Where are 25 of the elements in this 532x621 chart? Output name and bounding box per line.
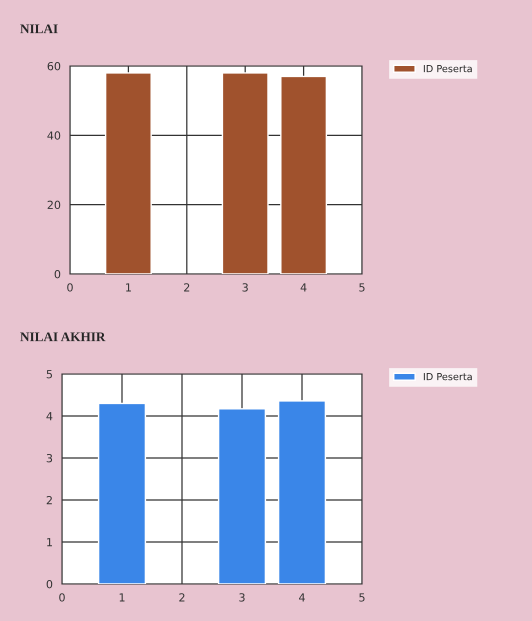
x-tick-label: 5 bbox=[359, 593, 365, 602]
x-tick-label: 2 bbox=[179, 593, 184, 602]
x-tick-label: 0 bbox=[67, 283, 73, 292]
legend-label: ID Peserta bbox=[424, 373, 472, 380]
legend-label: ID Peserta bbox=[424, 65, 472, 72]
y-tick-label: 0 bbox=[54, 270, 60, 278]
x-tick-label: 1 bbox=[120, 593, 125, 602]
x-tick-label: 4 bbox=[299, 593, 305, 602]
y-tick-label: 20 bbox=[48, 200, 60, 210]
y-tick-label: 2 bbox=[46, 496, 52, 504]
y-tick-label: 3 bbox=[46, 454, 52, 462]
x-tick-label: 1 bbox=[126, 283, 131, 292]
y-tick-label: 60 bbox=[48, 62, 60, 70]
y-tick-label: 5 bbox=[46, 370, 52, 378]
x-tick-label: 3 bbox=[242, 283, 248, 292]
y-tick-label: 4 bbox=[46, 412, 52, 420]
y-tick-label: 1 bbox=[47, 538, 52, 546]
y-tick-label: 0 bbox=[46, 580, 52, 588]
chart-title: NILAI bbox=[20, 24, 58, 34]
x-tick-label: 5 bbox=[359, 283, 365, 292]
x-tick-label: 3 bbox=[239, 593, 245, 602]
chart-title: NILAI AKHIR bbox=[20, 332, 106, 342]
x-tick-label: 4 bbox=[300, 283, 307, 292]
x-tick-label: 2 bbox=[184, 283, 190, 292]
y-tick-label: 40 bbox=[47, 131, 60, 140]
